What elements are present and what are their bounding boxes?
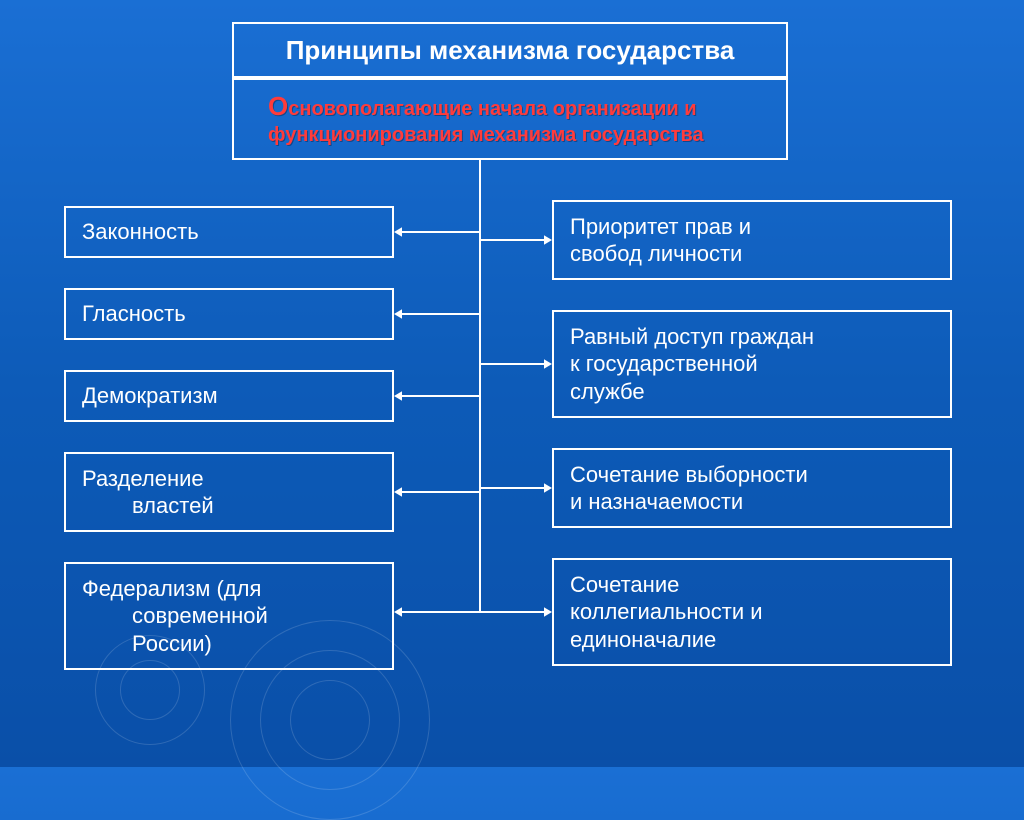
right-box-0: Приоритет прав исвобод личности [552, 200, 952, 280]
left-box-4-line2: современной [82, 602, 376, 630]
left-box-4: Федерализм (длясовременнойРоссии) [64, 562, 394, 670]
left-box-0-text: Законность [82, 218, 376, 246]
ripple-0 [290, 680, 370, 760]
left-box-4-line3: России) [82, 630, 376, 658]
left-box-0: Законность [64, 206, 394, 258]
header-title: Принципы механизма государства [286, 35, 735, 66]
right-box-3-line1: Сочетание [570, 571, 934, 599]
ripple-1 [260, 650, 400, 790]
subtitle-line2: функционирования механизма государства [268, 123, 770, 148]
left-box-3-line1: Разделение [82, 465, 376, 493]
left-box-3-line2: властей [82, 492, 376, 520]
right-box-1: Равный доступ гражданк государственнойсл… [552, 310, 952, 418]
left-box-2: Демократизм [64, 370, 394, 422]
right-box-2-line2: и назначаемости [570, 488, 934, 516]
subtitle-line1: Основополагающие начала организации и [268, 90, 770, 123]
left-box-2-text: Демократизм [82, 382, 376, 410]
right-box-2: Сочетание выборностии назначаемости [552, 448, 952, 528]
subtitle-box: Основополагающие начала организации и фу… [232, 78, 788, 160]
left-box-4-line1: Федерализм (для [82, 575, 376, 603]
right-box-1-line1: Равный доступ граждан [570, 323, 934, 351]
right-box-3-line3: единоначалие [570, 626, 934, 654]
right-box-2-line1: Сочетание выборности [570, 461, 934, 489]
right-box-3-line2: коллегиальности и [570, 598, 934, 626]
left-box-3: Разделениевластей [64, 452, 394, 532]
right-box-0-line2: свобод личности [570, 240, 934, 268]
right-box-0-line1: Приоритет прав и [570, 213, 934, 241]
right-box-3: Сочетаниеколлегиальности иединоначалие [552, 558, 952, 666]
left-box-1: Гласность [64, 288, 394, 340]
left-box-1-text: Гласность [82, 300, 376, 328]
header-title-box: Принципы механизма государства [232, 22, 788, 78]
right-box-1-line3: службе [570, 378, 934, 406]
right-box-1-line2: к государственной [570, 350, 934, 378]
